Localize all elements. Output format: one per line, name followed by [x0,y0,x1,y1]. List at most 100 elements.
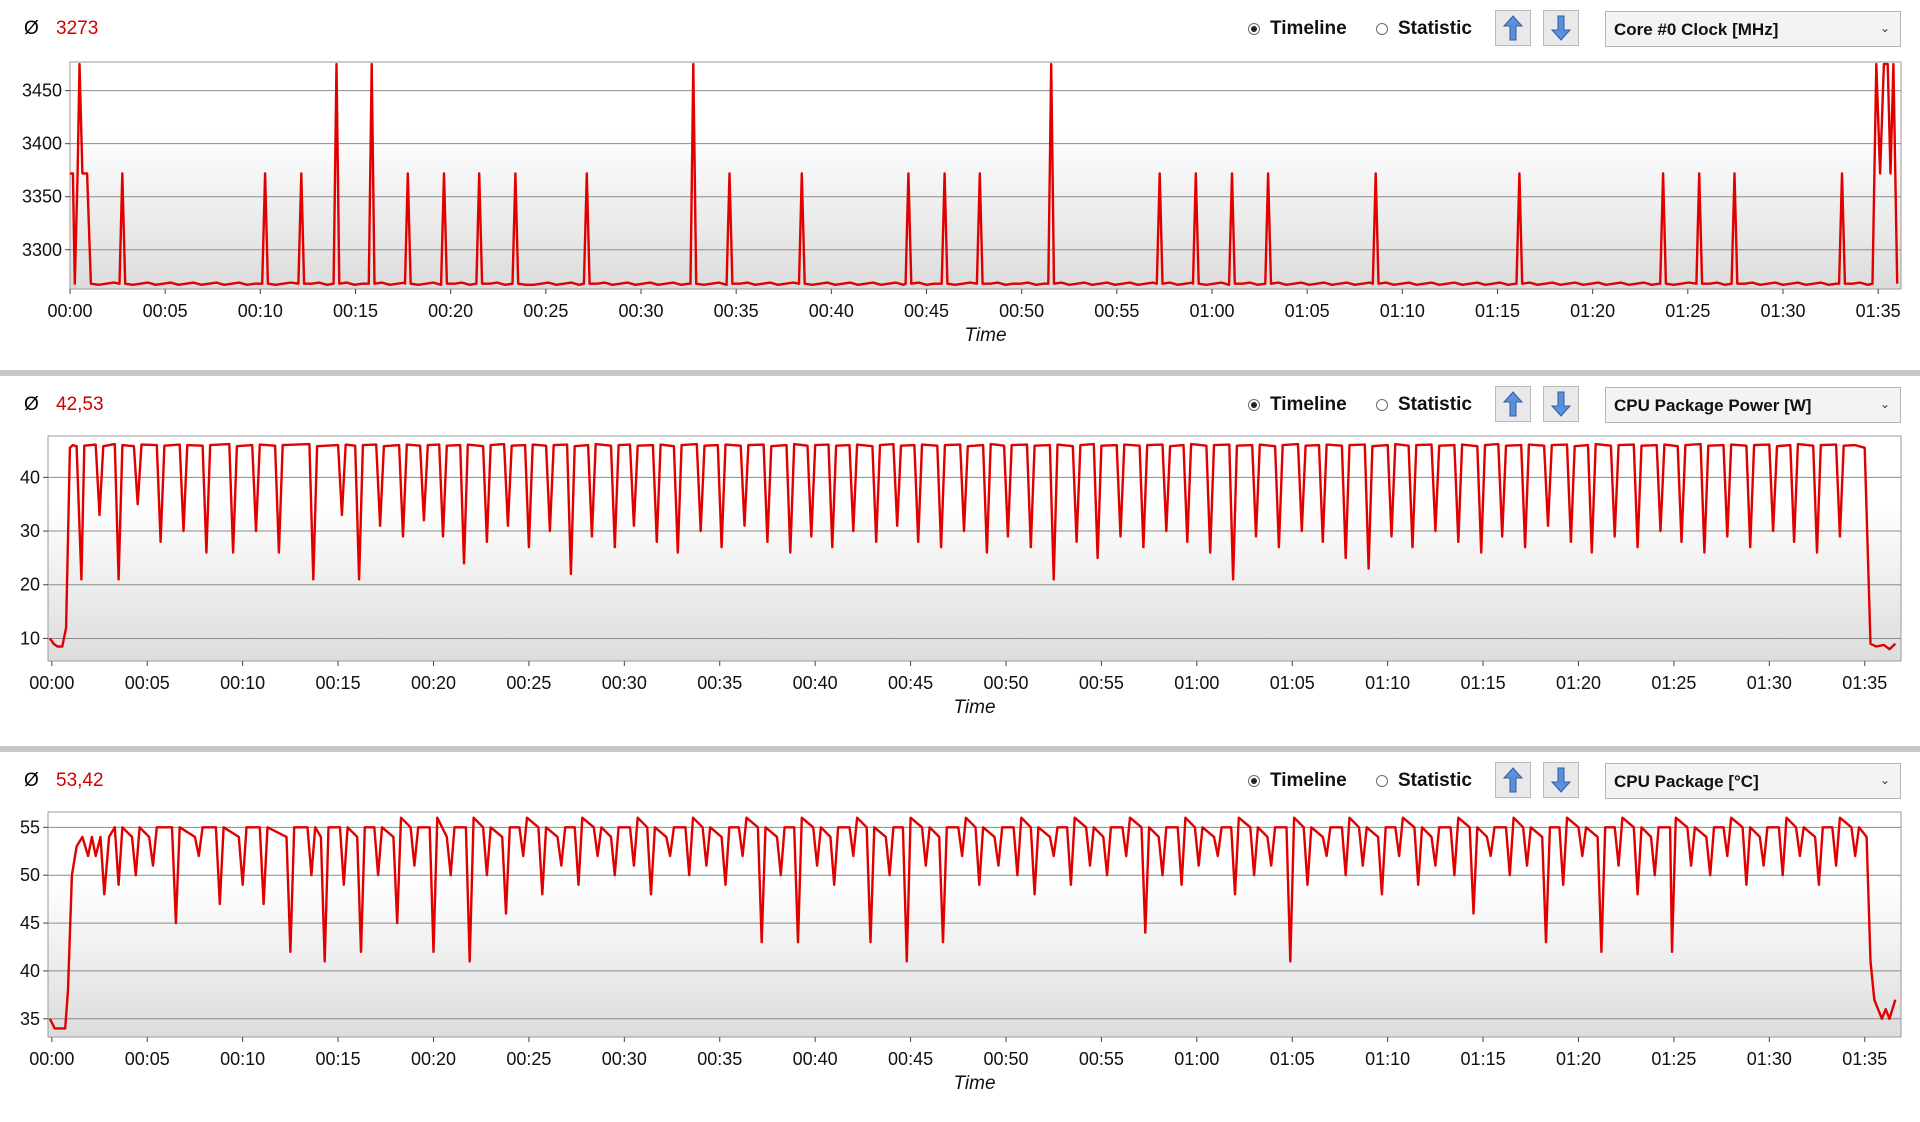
move-down-button[interactable] [1543,386,1579,422]
arrow-up-icon [1502,767,1524,793]
chevron-down-icon[interactable]: ⌄ [1879,21,1890,35]
sensor-panel: 3300 3350 3400 3450 00:00 00:05 00:10 00:15 00:2… [0,0,1920,370]
timeline-radio[interactable]: Timeline [1248,18,1347,40]
x-tick-label: 01:20 [1556,1049,1601,1069]
sensor-panel: 10 20 30 40 00:00 00:05 00:10 00:15 00:20 00:25 00… [0,376,1920,746]
timeline-radio-label: Timeline [1270,394,1347,415]
arrow-down-icon [1550,15,1572,41]
statistic-radio[interactable]: Statistic [1376,394,1472,416]
move-down-button[interactable] [1543,762,1579,798]
y-tick-label: 10 [20,628,40,648]
timeline-radio-label: Timeline [1270,770,1347,791]
y-tick-label: 55 [20,817,40,837]
x-tick-label: 00:05 [143,301,188,321]
statistic-radio[interactable]: Statistic [1376,770,1472,792]
line-chart: 35 40 45 50 55 00:00 00:05 00:10 00:15 00:20 00:25… [20,811,1902,1094]
x-tick-label: 00:35 [697,673,742,693]
x-tick-label: 01:05 [1270,1049,1315,1069]
x-tick-label: 00:40 [793,1049,838,1069]
statistic-radio-indicator[interactable] [1376,23,1388,35]
timeline-radio-indicator[interactable] [1248,775,1260,787]
x-tick-label: 00:55 [1079,1049,1124,1069]
x-tick-label: 00:10 [220,673,265,693]
statistic-radio-indicator[interactable] [1376,399,1388,411]
average-symbol: Ø [24,394,39,415]
average-value: 42,53 [56,394,104,415]
y-tick-label: 45 [20,913,40,933]
y-tick-label: 40 [20,467,40,487]
timeline-radio[interactable]: Timeline [1248,770,1347,792]
move-up-button[interactable] [1495,386,1531,422]
x-tick-label: 00:00 [29,1049,74,1069]
x-tick-label: 00:45 [888,673,933,693]
x-tick-label: 00:00 [29,673,74,693]
average-value: 3273 [56,18,99,39]
arrow-up-icon [1502,15,1524,41]
sensor-select[interactable]: CPU Package Power [W] ⌄ [1605,387,1901,423]
y-tick-label: 20 [20,575,40,595]
x-tick-label: 00:30 [602,673,647,693]
chevron-down-icon[interactable]: ⌄ [1879,773,1890,787]
timeline-radio[interactable]: Timeline [1248,394,1347,416]
plot-area [47,435,1902,662]
average-value: 53,42 [56,770,104,791]
x-tick-label: 01:05 [1285,301,1330,321]
x-tick-label: 01:05 [1270,673,1315,693]
sensor-select[interactable]: CPU Package [°C] ⌄ [1605,763,1901,799]
y-tick-label: 3400 [22,134,62,154]
x-tick-label: 00:55 [1094,301,1139,321]
y-tick-label: 50 [20,865,40,885]
timeline-radio-label: Timeline [1270,18,1347,39]
y-tick-label: 3300 [22,240,62,260]
sensor-panel: 35 40 45 50 55 00:00 00:05 00:10 00:15 00:20 00:25… [0,752,1920,1122]
x-tick-label: 00:15 [316,673,361,693]
x-tick-label: 00:50 [999,301,1044,321]
x-tick-label: 01:00 [1189,301,1234,321]
x-tick-label: 01:35 [1842,673,1887,693]
sensor-select[interactable]: Core #0 Clock [MHz] ⌄ [1605,11,1901,47]
x-tick-label: 00:45 [888,1049,933,1069]
x-tick-label: 01:15 [1461,673,1506,693]
statistic-radio-indicator[interactable] [1376,775,1388,787]
sensor-select-value: CPU Package [°C] [1614,772,1759,791]
y-tick-label: 40 [20,961,40,981]
y-tick-label: 3450 [22,81,62,101]
x-tick-label: 00:20 [428,301,473,321]
panel-divider [0,746,1920,752]
timeline-radio-indicator[interactable] [1248,399,1260,411]
sensor-select-value: CPU Package Power [W] [1614,396,1812,415]
x-axis-title: Time [964,325,1006,346]
x-axis-title: Time [953,1073,995,1094]
x-tick-label: 00:05 [125,673,170,693]
move-up-button[interactable] [1495,10,1531,46]
x-tick-label: 00:30 [618,301,663,321]
x-tick-label: 00:50 [983,1049,1028,1069]
x-tick-label: 00:45 [904,301,949,321]
move-down-button[interactable] [1543,10,1579,46]
x-tick-label: 00:15 [316,1049,361,1069]
arrow-down-icon [1550,767,1572,793]
x-tick-label: 00:25 [506,1049,551,1069]
series-line [70,62,1899,286]
chevron-down-icon[interactable]: ⌄ [1879,397,1890,411]
x-tick-label: 01:35 [1842,1049,1887,1069]
x-tick-label: 00:10 [238,301,283,321]
x-tick-label: 01:00 [1174,1049,1219,1069]
panel-divider [0,370,1920,376]
x-tick-label: 01:30 [1747,673,1792,693]
move-up-button[interactable] [1495,762,1531,798]
x-tick-label: 01:10 [1380,301,1425,321]
x-tick-label: 00:10 [220,1049,265,1069]
statistic-radio[interactable]: Statistic [1376,18,1472,40]
x-tick-label: 00:40 [793,673,838,693]
x-tick-label: 01:20 [1556,673,1601,693]
timeline-radio-indicator[interactable] [1248,23,1260,35]
statistic-radio-label: Statistic [1398,18,1472,39]
average-symbol: Ø [24,770,39,791]
x-tick-label: 01:30 [1747,1049,1792,1069]
x-tick-label: 00:40 [809,301,854,321]
x-tick-label: 01:25 [1665,301,1710,321]
x-tick-label: 01:15 [1475,301,1520,321]
series-line [48,816,1897,1030]
